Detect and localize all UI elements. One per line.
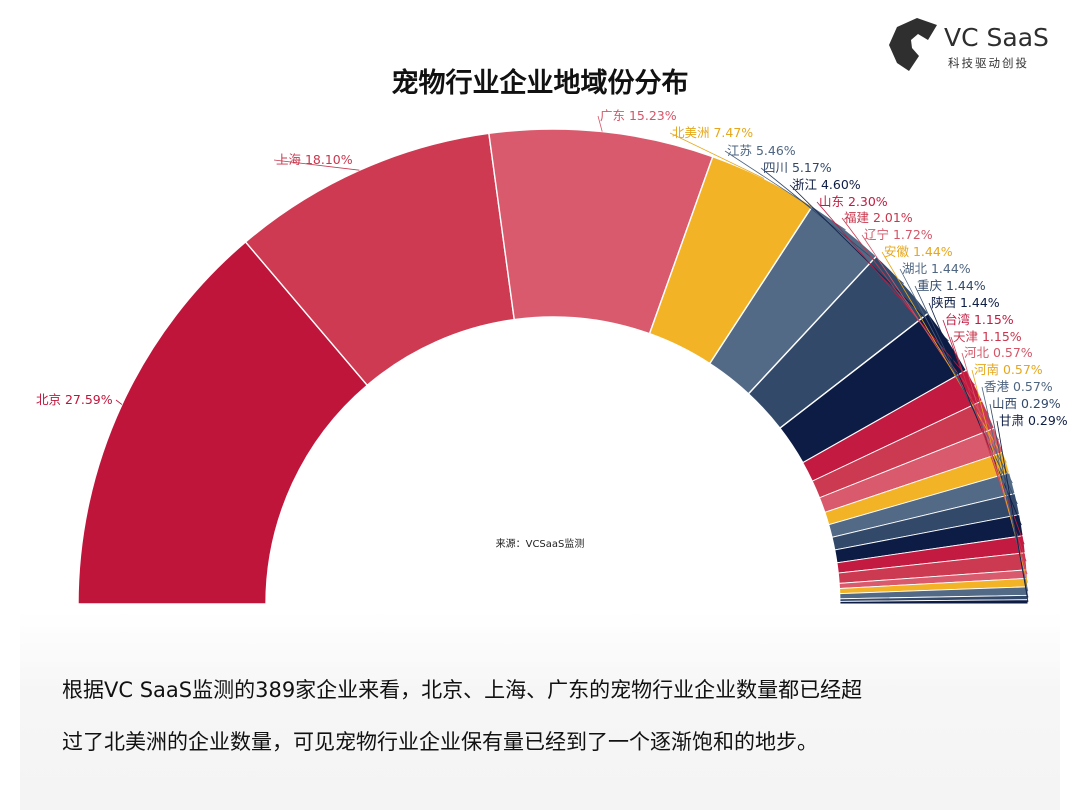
leader-line-14: [928, 302, 1022, 526]
slice-label-10: 辽宁 1.72%: [864, 227, 933, 242]
leader-line-9: [841, 217, 989, 415]
description-line-2: 过了北美洲的企业数量，可见宠物行业企业保有量已经到了一个逐渐饱和的地步。: [62, 730, 818, 754]
description-text: 根据VC SaaS监测的389家企业来看，北京、上海、广东的宠物行业企业数量都已…: [62, 664, 1052, 768]
leader-line-1: [115, 399, 123, 405]
slice-label-17: 河北 0.57%: [964, 345, 1033, 360]
leader-line-21: [996, 420, 1029, 602]
leader-line-5: [724, 150, 846, 231]
slice-label-15: 台湾 1.15%: [945, 312, 1014, 327]
slice-labels-group: 北京 27.59% 上海 18.10% 广东 15.23% 北美洲 7.47% 江苏 5…: [36, 108, 1068, 602]
chart-title: 宠物行业企业地域份分布: [392, 67, 689, 99]
description-line-1: 根据VC SaaS监测的389家企业来看，北京、上海、广东的宠物行业企业数量都已…: [62, 678, 863, 702]
slice-label-11: 安徽 1.44%: [884, 244, 953, 259]
logo-mark-icon: [889, 18, 937, 71]
slice-label-6: 四川 5.17%: [763, 160, 832, 175]
leader-line-3: [597, 115, 603, 132]
slice-label-13: 重庆 1.44%: [917, 278, 986, 293]
slice-label-20: 山西 0.29%: [992, 396, 1061, 411]
slice-label-12: 湖北 1.44%: [902, 261, 971, 276]
slice-label-2: 上海 18.10%: [276, 152, 353, 167]
slice-label-4: 北美洲 7.47%: [672, 125, 753, 140]
leader-line-10: [861, 234, 1000, 441]
leader-line-15: [942, 319, 1025, 545]
slice-label-7: 浙江 4.60%: [792, 177, 861, 192]
leader-line-4: [669, 132, 765, 179]
slice-label-8: 山东 2.30%: [819, 194, 888, 209]
slice-label-21: 甘肃 0.29%: [999, 413, 1068, 428]
leader-line-8: [816, 201, 976, 386]
slice-label-19: 香港 0.57%: [984, 379, 1053, 394]
slice-label-1: 北京 27.59%: [36, 392, 113, 407]
slice-1: [77, 240, 369, 605]
logo: VC SaaS 科技驱动创投: [889, 18, 1049, 71]
slices-group: [77, 128, 1029, 605]
logo-tagline: 科技驱动创投: [948, 56, 1029, 70]
slice-label-9: 福建 2.01%: [844, 210, 913, 225]
chart-source: 来源：VCSaaS监测: [496, 537, 585, 550]
slice-label-16: 天津 1.15%: [953, 329, 1022, 344]
leader-line-2: [273, 159, 360, 171]
slice-label-3: 广东 15.23%: [600, 108, 677, 123]
slice-label-5: 江苏 5.46%: [727, 143, 796, 158]
slice-label-18: 河南 0.57%: [974, 362, 1043, 377]
leader-line-11: [881, 251, 1007, 463]
leader-line-6: [760, 167, 904, 284]
slice-label-14: 陕西 1.44%: [931, 295, 1000, 310]
description-panel: [20, 612, 1060, 810]
logo-brand: VC SaaS: [944, 23, 1049, 52]
leader-line-12: [899, 268, 1013, 484]
